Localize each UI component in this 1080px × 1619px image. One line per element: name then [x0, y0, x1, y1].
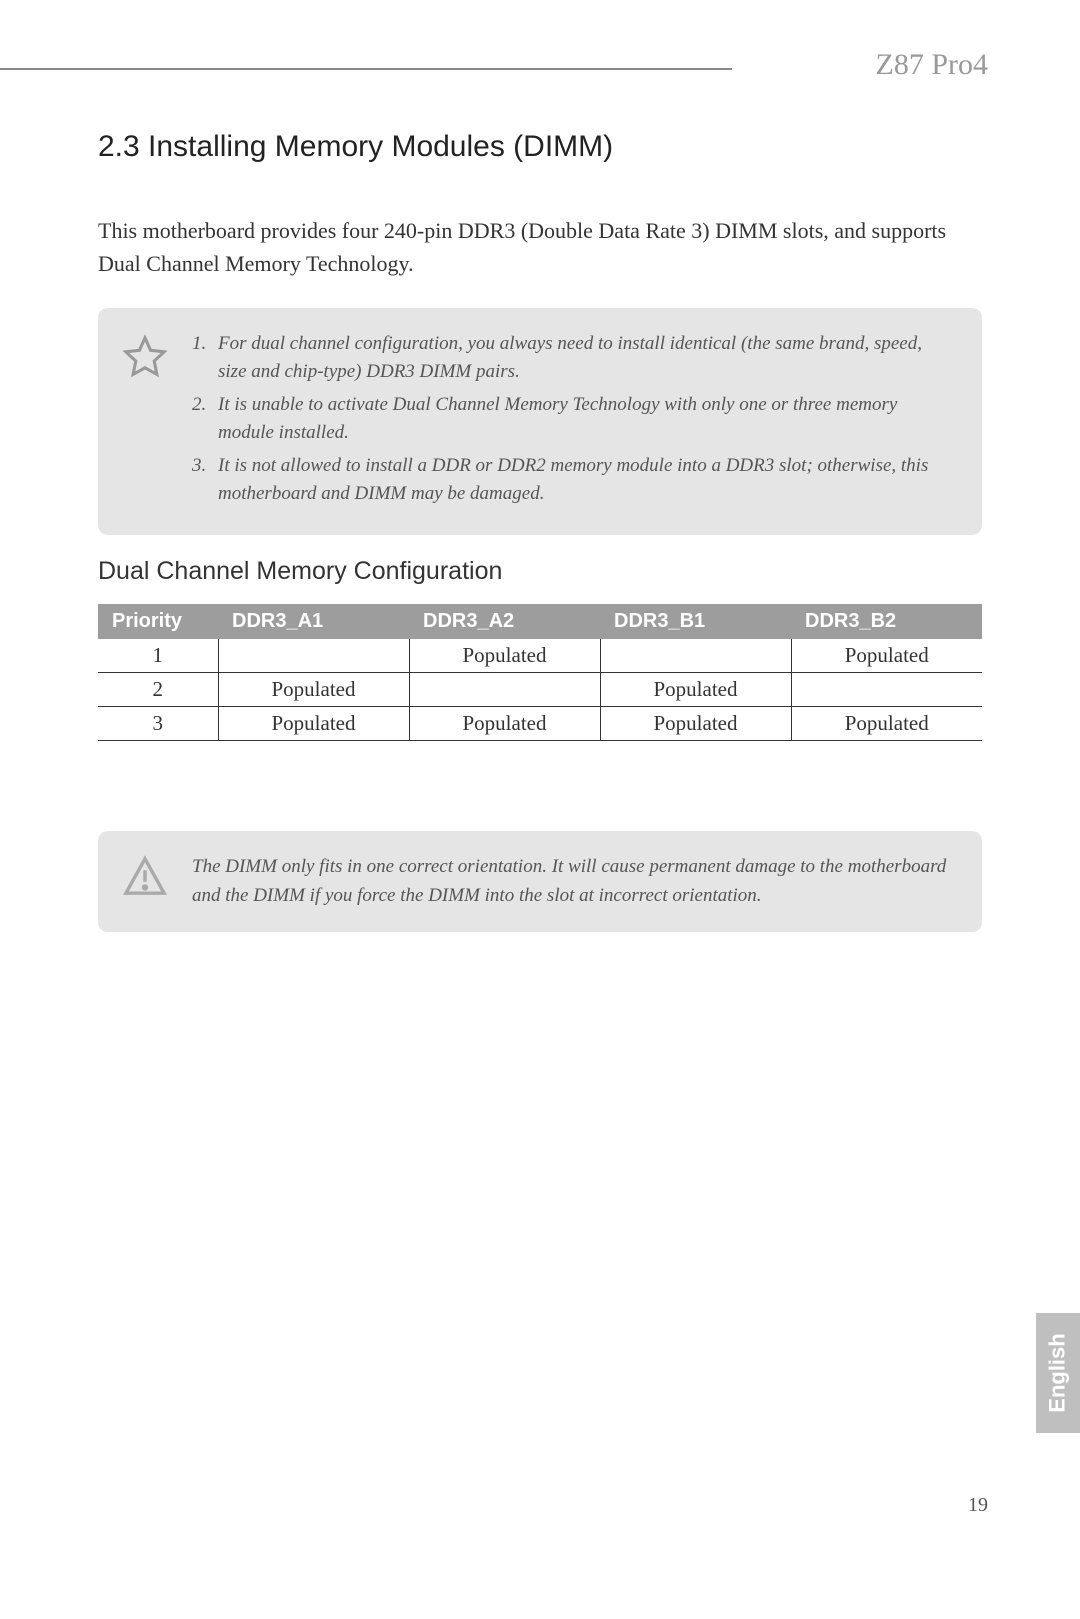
table-cell: Populated — [218, 673, 409, 707]
config-table: Priority DDR3_A1 DDR3_A2 DDR3_B1 DDR3_B2… — [98, 604, 982, 741]
table-header: Priority — [98, 604, 218, 639]
table-row: 3 Populated Populated Populated Populate… — [98, 707, 982, 741]
note-item: It is unable to activate Dual Channel Me… — [192, 391, 952, 446]
table-cell: 2 — [98, 673, 218, 707]
main-content: 2.3 Installing Memory Modules (DIMM) Thi… — [98, 130, 982, 954]
intro-paragraph: This motherboard provides four 240-pin D… — [98, 214, 982, 280]
table-cell: Populated — [791, 639, 982, 673]
table-cell: Populated — [791, 707, 982, 741]
note-item: It is not allowed to install a DDR or DD… — [192, 452, 952, 507]
table-header-row: Priority DDR3_A1 DDR3_A2 DDR3_B1 DDR3_B2 — [98, 604, 982, 639]
product-name: Z87 Pro4 — [876, 48, 989, 82]
language-tab: English — [1036, 1313, 1080, 1433]
notes-callout: For dual channel configuration, you alwa… — [98, 308, 982, 535]
table-cell — [409, 673, 600, 707]
subsection-title: Dual Channel Memory Configuration — [98, 557, 982, 586]
table-header: DDR3_A2 — [409, 604, 600, 639]
table-cell: Populated — [600, 707, 791, 741]
table-header: DDR3_B1 — [600, 604, 791, 639]
warning-icon — [122, 855, 168, 897]
notes-list: For dual channel configuration, you alwa… — [192, 330, 952, 513]
table-cell — [600, 639, 791, 673]
section-title: 2.3 Installing Memory Modules (DIMM) — [98, 130, 982, 164]
page-number: 19 — [968, 1494, 988, 1517]
table-cell: Populated — [409, 639, 600, 673]
note-item: For dual channel configuration, you alwa… — [192, 330, 952, 385]
table-cell: Populated — [218, 707, 409, 741]
table-cell — [218, 639, 409, 673]
header-rule — [0, 68, 732, 70]
warning-text: The DIMM only fits in one correct orient… — [192, 853, 952, 910]
table-row: 1 Populated Populated — [98, 639, 982, 673]
table-cell: Populated — [409, 707, 600, 741]
table-header: DDR3_B2 — [791, 604, 982, 639]
table-cell: 3 — [98, 707, 218, 741]
warning-callout: The DIMM only fits in one correct orient… — [98, 831, 982, 932]
table-cell — [791, 673, 982, 707]
star-icon — [122, 334, 168, 380]
table-cell: 1 — [98, 639, 218, 673]
table-row: 2 Populated Populated — [98, 673, 982, 707]
table-header: DDR3_A1 — [218, 604, 409, 639]
language-label: English — [1045, 1333, 1071, 1412]
table-cell: Populated — [600, 673, 791, 707]
